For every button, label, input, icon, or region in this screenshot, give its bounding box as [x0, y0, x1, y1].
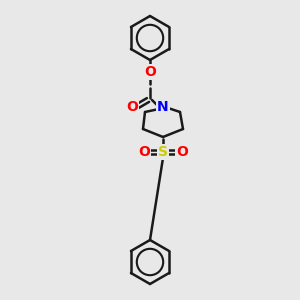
Text: O: O — [144, 65, 156, 79]
Text: O: O — [126, 100, 138, 114]
Text: O: O — [138, 145, 150, 159]
Text: S: S — [158, 145, 168, 159]
Text: N: N — [157, 100, 169, 114]
Text: O: O — [176, 145, 188, 159]
